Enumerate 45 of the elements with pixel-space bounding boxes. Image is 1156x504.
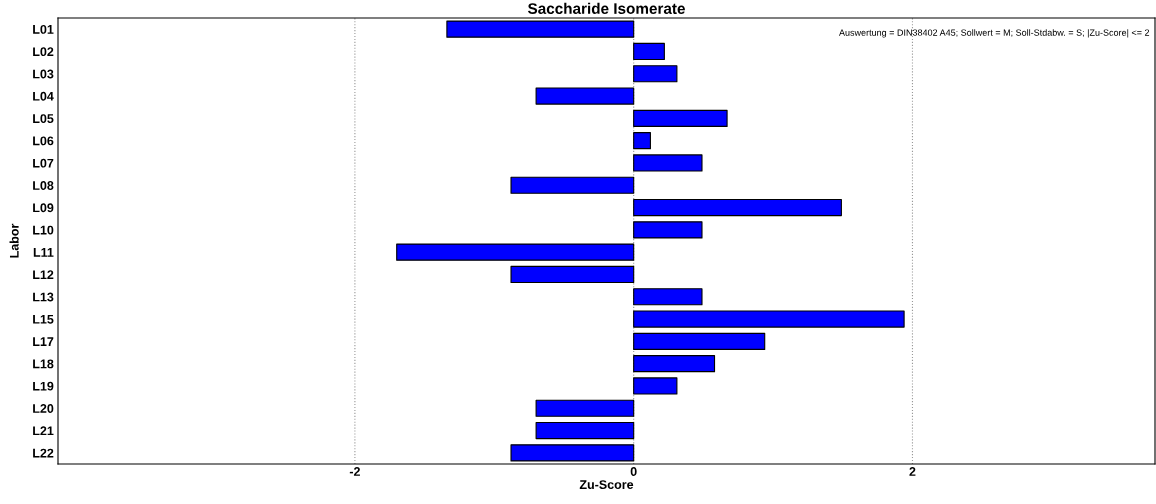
y-tick-label: L12	[33, 270, 54, 279]
y-tick-label: L10	[33, 225, 54, 235]
x-tick-label: -2	[349, 467, 360, 476]
bar	[633, 355, 716, 373]
bar	[396, 243, 635, 261]
x-axis-title: Zu-Score	[579, 480, 634, 489]
y-tick-label: L15	[33, 314, 54, 324]
y-tick-label: L06	[33, 136, 54, 146]
y-tick-label: L17	[33, 337, 54, 346]
y-tick-label: L21	[33, 426, 54, 436]
bar	[535, 421, 635, 440]
annotation: Auswertung = DIN38402 A45; Sollwert = M; Soll-Stdabw. = S; |Zu-Score| <= 2	[839, 29, 1150, 38]
y-tick-label: L02	[33, 47, 54, 57]
bar	[633, 221, 703, 239]
bar	[633, 288, 703, 306]
bar	[633, 42, 665, 61]
y-tick-label: L13	[33, 292, 54, 302]
bar	[633, 377, 678, 395]
x-tick-label: 2	[909, 467, 916, 476]
y-tick-label: L09	[33, 203, 54, 213]
y-tick-label: L04	[33, 91, 54, 101]
bar	[510, 176, 635, 194]
bar	[535, 399, 635, 417]
bar	[510, 265, 635, 284]
y-tick-label: L18	[33, 359, 54, 369]
bar	[535, 87, 635, 105]
bar	[633, 198, 842, 217]
y-tick-label: L03	[33, 69, 54, 79]
y-tick-label: L11	[33, 248, 54, 257]
bar	[633, 65, 678, 83]
y-tick-label: L20	[33, 404, 54, 413]
y-tick-label: L05	[33, 114, 54, 123]
bar	[633, 109, 728, 127]
x-tick-label: 0	[630, 467, 637, 476]
bar	[633, 310, 905, 328]
bar	[633, 332, 766, 350]
y-tick-label: L19	[33, 381, 54, 391]
y-tick-label: L08	[33, 181, 54, 190]
y-tick-label: L01	[33, 24, 54, 34]
chart-title: Saccharide Isomerate	[527, 2, 685, 14]
y-tick-label: L07	[33, 158, 54, 168]
bar	[633, 132, 651, 150]
y-tick-label: L22	[33, 448, 54, 458]
y-axis-title: Labor	[9, 223, 19, 258]
bar	[633, 154, 703, 172]
